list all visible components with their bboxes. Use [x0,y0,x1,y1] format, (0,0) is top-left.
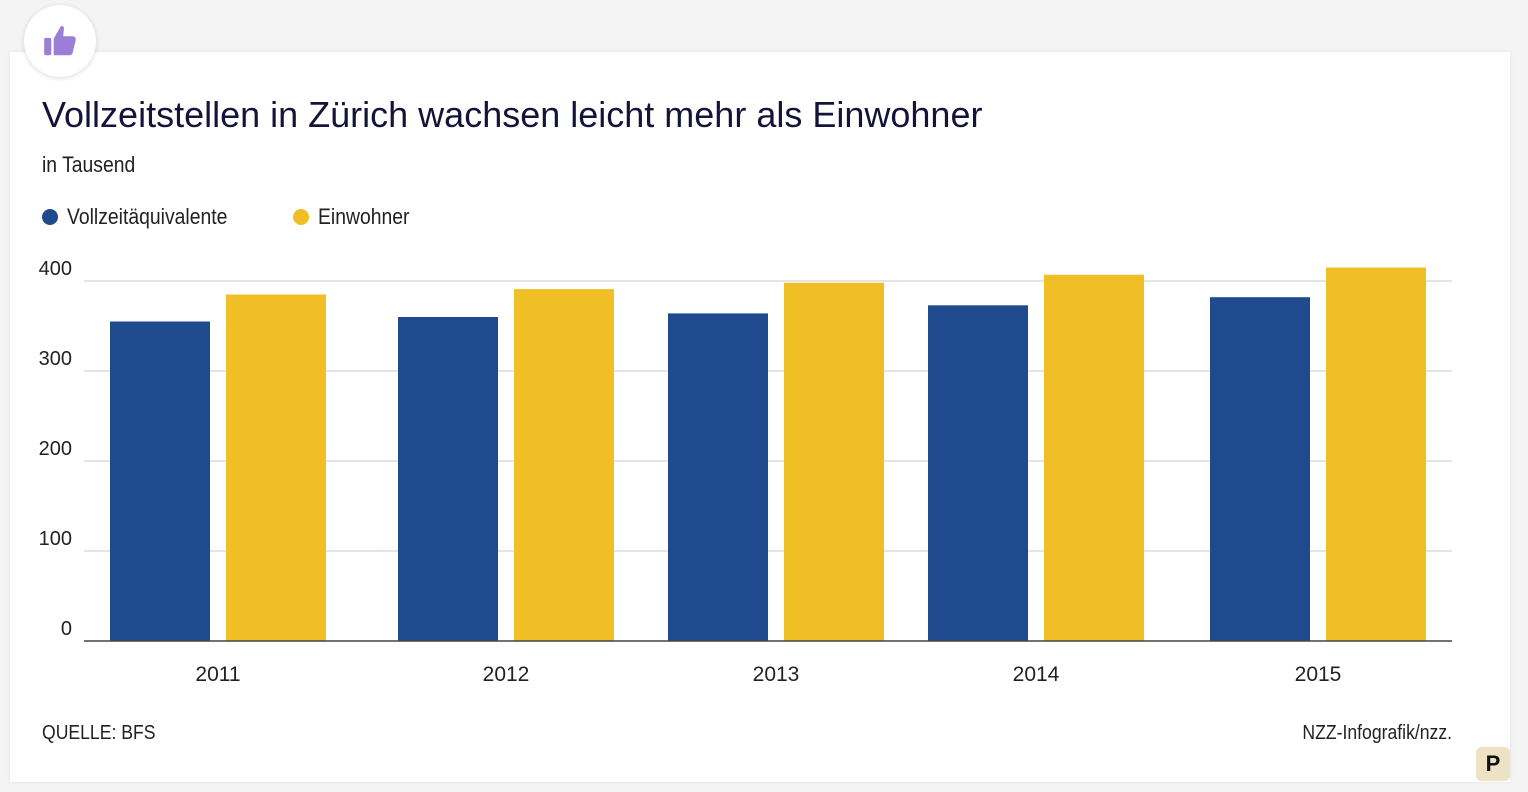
y-tick-label: 100 [39,528,72,550]
bar-einwohner-2013 [784,282,884,641]
bar-einwohner-2011 [226,294,326,641]
bar-vollzeitaequivalente-2013 [668,313,768,641]
y-tick-label: 400 [39,258,72,280]
x-tick-label: 2013 [753,663,800,686]
thumbs-up-icon [44,26,76,56]
legend-item-vollzeitaequivalente: Vollzeitäquivalente [42,204,249,230]
chart-title: Vollzeitstellen in Zürich wachsen leicht… [42,94,983,135]
legend-swatch-einwohner [293,209,310,225]
x-tick-label: 2012 [483,663,530,686]
x-tick-label: 2011 [195,663,240,686]
bar-vollzeitaequivalente-2015 [1210,297,1310,641]
like-badge[interactable] [24,5,96,77]
bar-vollzeitaequivalente-2012 [398,317,498,641]
source-note: QUELLE: BFS [42,722,156,744]
legend-label: Einwohner [318,204,410,229]
legend-swatch-vollzeitaequivalente [42,209,58,225]
legend-label: Vollzeitäquivalente [67,204,228,229]
bar-einwohner-2014 [1044,274,1144,641]
chart-legend: Vollzeitäquivalente Einwohner [42,203,422,231]
y-tick-label: 200 [39,438,72,460]
x-tick-label: 2015 [1295,663,1342,686]
y-tick-label: 300 [39,348,72,370]
bar-einwohner-2015 [1326,267,1426,641]
bar-einwohner-2012 [514,289,614,641]
legend-item-einwohner: Einwohner [293,204,422,230]
credit-note: NZZ-Infografik/nzz. [1302,722,1452,744]
y-tick-label: 0 [61,618,72,640]
p-badge[interactable]: P [1476,747,1510,781]
x-tick-label: 2014 [1013,663,1060,686]
bar-vollzeitaequivalente-2011 [110,321,210,641]
chart-subtitle: in Tausend [42,152,136,177]
bar-vollzeitaequivalente-2014 [928,305,1028,641]
